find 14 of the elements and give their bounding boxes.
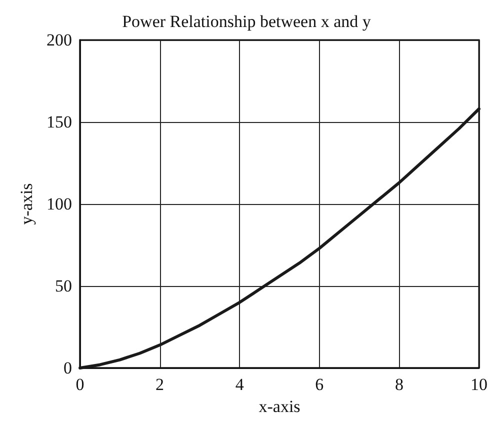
x-tick-label: 6 xyxy=(315,375,324,394)
y-tick-label: 0 xyxy=(64,358,72,378)
y-tick-label: 200 xyxy=(46,30,72,50)
y-tick-label: 150 xyxy=(46,112,72,132)
x-tick-label: 0 xyxy=(76,375,84,394)
x-tick-label: 10 xyxy=(470,375,488,394)
x-tick-label: 8 xyxy=(394,375,404,394)
x-axis-title: x-axis xyxy=(258,396,300,416)
y-tick-label: 50 xyxy=(55,276,72,296)
x-tick-label: 4 xyxy=(235,375,244,394)
x-tick-label: 2 xyxy=(156,375,164,394)
y-axis-title: y-axis xyxy=(17,183,36,225)
chart-title: Power Relationship between x and y xyxy=(122,12,372,31)
y-tick-label: 100 xyxy=(46,194,72,214)
